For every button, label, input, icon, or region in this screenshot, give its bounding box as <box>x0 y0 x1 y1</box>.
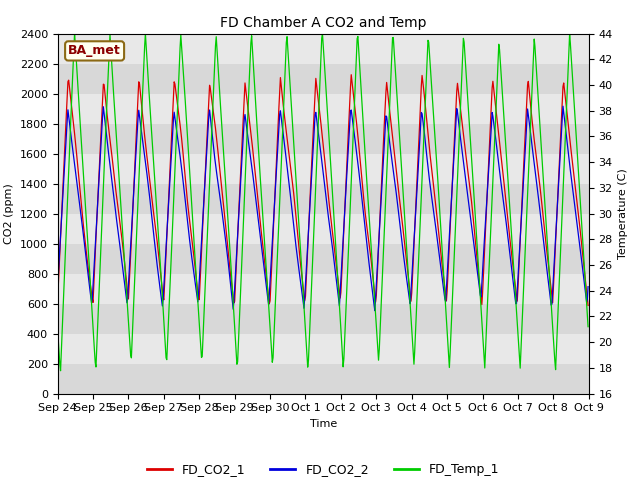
Bar <box>58 183 589 214</box>
Bar <box>58 334 589 364</box>
Title: FD Chamber A CO2 and Temp: FD Chamber A CO2 and Temp <box>220 16 426 30</box>
Bar <box>58 303 589 334</box>
Bar <box>58 243 589 274</box>
Y-axis label: CO2 (ppm): CO2 (ppm) <box>4 183 14 244</box>
Legend: FD_CO2_1, FD_CO2_2, FD_Temp_1: FD_CO2_1, FD_CO2_2, FD_Temp_1 <box>142 458 504 480</box>
Bar <box>58 123 589 154</box>
Bar <box>58 63 589 94</box>
Bar <box>58 274 589 303</box>
Bar <box>58 364 589 394</box>
Text: BA_met: BA_met <box>68 44 121 58</box>
Bar <box>58 94 589 123</box>
Bar <box>58 34 589 63</box>
X-axis label: Time: Time <box>310 419 337 429</box>
Bar <box>58 214 589 243</box>
Y-axis label: Temperature (C): Temperature (C) <box>618 168 628 259</box>
Bar <box>58 154 589 183</box>
